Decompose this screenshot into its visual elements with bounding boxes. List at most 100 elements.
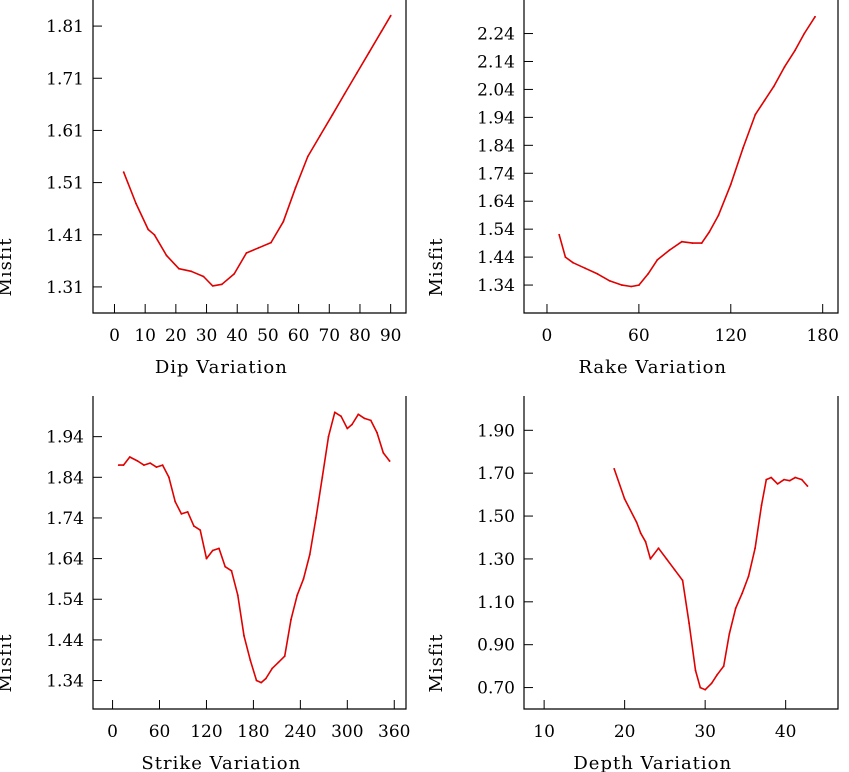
data-point bbox=[382, 452, 385, 454]
data-point bbox=[742, 147, 744, 150]
x-tick-label: 180 bbox=[806, 326, 838, 346]
x-tick-label: 60 bbox=[149, 722, 171, 742]
data-point bbox=[369, 419, 372, 422]
y-tick-label: 1.61 bbox=[46, 121, 84, 141]
chart-strike-variation: 1.34 1.44 1.54 1.64 1.74 1.84 1.94 0 60 120 180 240… bbox=[0, 396, 410, 772]
y-tick-label: 1.34 bbox=[46, 672, 84, 692]
data-point bbox=[710, 682, 713, 685]
data-point bbox=[205, 557, 208, 560]
y-tick-label: 1.71 bbox=[46, 69, 84, 89]
data-point bbox=[763, 99, 766, 102]
data-point bbox=[657, 547, 660, 550]
data-point bbox=[644, 540, 647, 543]
data-point bbox=[754, 547, 756, 550]
data-point bbox=[149, 462, 152, 464]
y-tick-label: 1.64 bbox=[46, 550, 84, 570]
y-tick-label: 1.94 bbox=[477, 108, 515, 128]
data-point bbox=[331, 113, 334, 116]
data-point bbox=[357, 413, 360, 416]
data-point bbox=[178, 267, 180, 270]
x-tick-label: 90 bbox=[380, 326, 402, 346]
y-tick-label: 1.10 bbox=[477, 593, 515, 613]
data-point bbox=[265, 677, 267, 680]
data-point bbox=[668, 249, 671, 252]
y-axis-title: Misfit bbox=[0, 633, 16, 692]
y-tick-label: 1.41 bbox=[46, 226, 84, 246]
data-point bbox=[190, 270, 193, 273]
misfit-series-line bbox=[613, 468, 809, 691]
data-point bbox=[221, 283, 223, 286]
data-point bbox=[245, 252, 248, 254]
data-point bbox=[128, 456, 131, 458]
chart-depth-variation: 0.70 0.90 1.10 1.30 1.50 1.70 1.90 10 20 30 40 Dept… bbox=[426, 396, 839, 772]
data-point bbox=[343, 93, 346, 95]
data-point bbox=[776, 483, 779, 485]
data-point bbox=[694, 669, 697, 672]
data-point bbox=[760, 504, 763, 507]
data-point bbox=[656, 259, 659, 261]
data-point bbox=[708, 231, 711, 233]
x-tick-label: 360 bbox=[378, 722, 410, 742]
data-point bbox=[630, 285, 633, 288]
data-point bbox=[681, 579, 684, 582]
data-point bbox=[296, 594, 299, 597]
y-axis-title: Misfit bbox=[0, 237, 16, 296]
x-tick-label: 10 bbox=[533, 722, 555, 742]
y-tick-label: 1.81 bbox=[46, 17, 84, 37]
y-tick-label: 1.44 bbox=[46, 631, 84, 651]
data-point bbox=[255, 679, 258, 682]
data-point bbox=[165, 254, 168, 257]
x-tick-label: 70 bbox=[318, 326, 340, 346]
data-point bbox=[635, 521, 638, 524]
x-tick-label: 180 bbox=[237, 722, 269, 742]
x-tick-label: 20 bbox=[614, 722, 636, 742]
plot-frame bbox=[92, 0, 407, 314]
data-point bbox=[788, 479, 791, 482]
x-tick-label: 10 bbox=[134, 326, 156, 346]
y-tick-label: 1.50 bbox=[477, 507, 515, 527]
data-point bbox=[649, 558, 652, 560]
data-point bbox=[380, 30, 383, 33]
data-point bbox=[558, 233, 561, 236]
chart-rake-variation: 1.34 1.44 1.54 1.64 1.74 1.84 1.94 2.04 2.14 2.24… bbox=[426, 0, 839, 378]
data-point bbox=[260, 681, 263, 684]
data-point bbox=[308, 553, 311, 556]
data-point bbox=[277, 661, 280, 664]
data-point bbox=[143, 464, 145, 466]
data-point bbox=[147, 228, 150, 231]
x-axis-title: Strike Variation bbox=[141, 753, 301, 772]
data-point bbox=[700, 242, 703, 245]
data-point bbox=[346, 427, 349, 430]
data-point bbox=[302, 578, 305, 580]
x-tick-label: 20 bbox=[165, 326, 187, 346]
plot-frame bbox=[523, 396, 839, 710]
y-tick-label: 1.84 bbox=[477, 136, 515, 156]
data-point bbox=[584, 267, 587, 270]
data-point bbox=[389, 14, 392, 17]
x-tick-label: 30 bbox=[694, 722, 716, 742]
y-tick-label: 1.54 bbox=[46, 590, 84, 610]
y-tick-label: 1.90 bbox=[477, 421, 515, 441]
y-tick-label: 1.64 bbox=[477, 192, 515, 212]
misfit-series-line bbox=[122, 14, 392, 287]
y-tick-label: 0.90 bbox=[477, 636, 515, 656]
data-point bbox=[783, 66, 786, 68]
data-point bbox=[747, 575, 750, 577]
data-point bbox=[155, 466, 158, 468]
data-point bbox=[803, 32, 806, 35]
data-point bbox=[596, 273, 599, 275]
data-point bbox=[621, 284, 623, 286]
data-point bbox=[688, 622, 690, 625]
data-point bbox=[728, 633, 731, 635]
y-tick-label: 2.14 bbox=[477, 52, 515, 72]
data-point bbox=[202, 275, 205, 278]
y-tick-label: 1.31 bbox=[46, 278, 84, 298]
x-axis-title: Dip Variation bbox=[155, 357, 288, 378]
data-point bbox=[734, 607, 737, 610]
data-point bbox=[153, 233, 156, 236]
data-point bbox=[729, 183, 732, 186]
misfit-series-line bbox=[118, 411, 391, 684]
x-tick-label: 40 bbox=[775, 722, 797, 742]
data-point bbox=[319, 134, 321, 137]
